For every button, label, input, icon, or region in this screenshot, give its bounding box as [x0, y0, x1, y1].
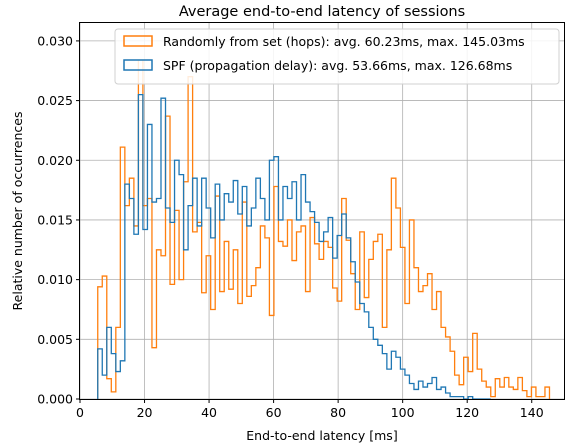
y-tick-label: 0.025 [37, 93, 73, 108]
x-tick-label: 60 [266, 405, 282, 420]
legend-box [114, 28, 560, 85]
legend: Randomly from set (hops): avg. 60.23ms, … [114, 28, 560, 85]
x-tick-label: 40 [201, 405, 217, 420]
chart-title: Average end-to-end latency of sessions [179, 4, 465, 20]
x-axis-title: End-to-end latency [ms] [246, 428, 397, 443]
y-tick-label: 0.010 [37, 272, 73, 287]
y-tick-label: 0.030 [37, 33, 73, 48]
y-axis-ticks: 0.000 0.005 0.010 0.015 0.020 0.025 0.030 [37, 33, 80, 407]
legend-label-spf: SPF (propagation delay): avg. 53.66ms, m… [163, 58, 512, 73]
y-tick-label: 0.015 [37, 212, 73, 227]
y-tick-label: 0.000 [37, 392, 73, 407]
grid-lines [79, 23, 564, 400]
y-tick-label: 0.020 [37, 153, 73, 168]
series-randomly-step-line [97, 59, 551, 399]
x-tick-label: 100 [391, 405, 415, 420]
y-axis-title: Relative number of occurrences [10, 112, 25, 311]
legend-label-randomly: Randomly from set (hops): avg. 60.23ms, … [163, 34, 525, 49]
legend-swatch-spf [123, 59, 153, 71]
x-tick-label: 0 [76, 405, 84, 420]
x-tick-label: 80 [330, 405, 346, 420]
histogram-series [97, 59, 551, 400]
y-tick-label: 0.005 [37, 332, 73, 347]
x-tick-label: 140 [520, 405, 544, 420]
x-tick-label: 120 [455, 405, 479, 420]
x-axis-ticks: 0 20 40 60 80 100 120 140 [76, 399, 544, 420]
legend-swatch-randomly [123, 35, 153, 47]
plot-frame [79, 22, 565, 400]
series-spf-step-line [97, 93, 491, 400]
x-tick-label: 20 [137, 405, 153, 420]
